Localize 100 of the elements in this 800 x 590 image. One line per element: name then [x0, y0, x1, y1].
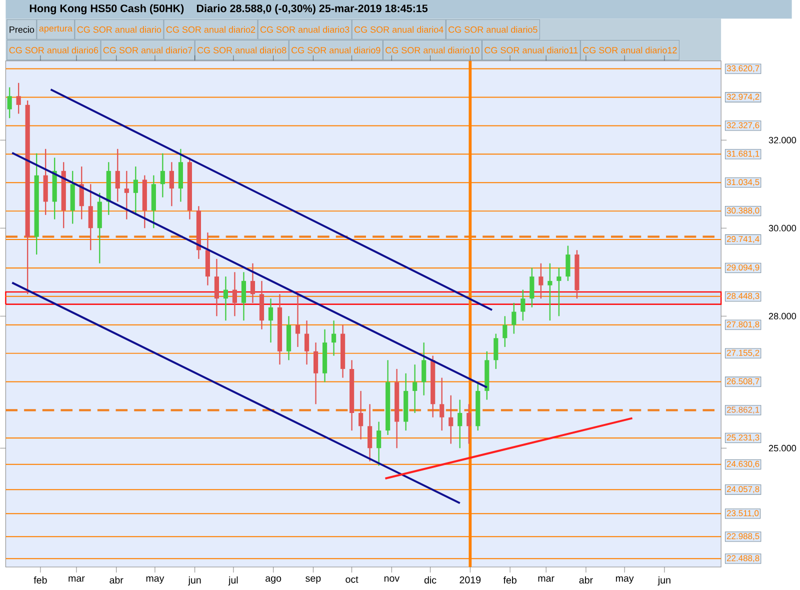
candlestick — [169, 162, 174, 207]
candlestick — [358, 390, 364, 440]
text: Precio — [10, 26, 34, 33]
x-tick-label: may — [146, 576, 164, 584]
candlestick — [430, 355, 436, 418]
x-tick-label: ago — [266, 576, 282, 584]
x-tick-label: feb — [503, 576, 516, 584]
candlestick — [223, 276, 228, 322]
x-tick-label: sep — [306, 576, 321, 584]
candlestick — [404, 372, 408, 432]
candlestick — [331, 320, 336, 357]
candlestick — [386, 360, 390, 436]
text: CG SOR anual diario4 — [354, 26, 444, 33]
candlestick — [520, 289, 526, 322]
candlestick — [160, 152, 165, 198]
x-tick-label: dic — [424, 576, 436, 584]
chart-title: Hong Kong HS50 Cash (50HK) — [30, 4, 184, 15]
candlestick — [548, 262, 552, 322]
candlestick — [458, 399, 462, 449]
x-tick-label: may — [616, 576, 634, 584]
candlestick — [440, 377, 444, 432]
y-tick-label: 25.000 — [768, 445, 796, 452]
x-tick-label: jun — [188, 576, 201, 586]
y-tick-label: 32.000 — [768, 137, 796, 144]
ref-line-label: 26.508,7 — [726, 378, 760, 386]
candlestick — [538, 262, 544, 300]
x-tick-label: oct — [346, 576, 358, 584]
ref-line-label: 30.388,0 — [726, 208, 760, 215]
candlestick — [313, 342, 318, 405]
candlestick — [97, 192, 102, 264]
ref-line-label: 22.488,8 — [726, 555, 760, 562]
text: CG SOR anual diario8 — [197, 47, 286, 54]
candlestick — [322, 328, 328, 383]
ref-line-label: 29.741,4 — [726, 236, 760, 244]
x-tick-label: jun — [658, 576, 670, 586]
text: CG SOR anual diario2 — [166, 26, 256, 33]
candlestick — [476, 382, 480, 432]
candlestick — [340, 324, 346, 379]
ref-line-label: 27.801,8 — [726, 322, 760, 329]
candlestick — [350, 360, 354, 432]
candlestick — [52, 157, 57, 220]
text: CG SOR anual diario11 — [484, 47, 578, 54]
candlestick — [286, 316, 292, 361]
text: apertura — [39, 26, 72, 34]
x-tick-label: jul — [228, 576, 238, 586]
x-tick-label: nov — [384, 576, 400, 582]
candlestick — [277, 294, 282, 366]
candlestick — [79, 166, 84, 220]
candlestick — [512, 302, 516, 335]
candlestick — [268, 298, 274, 344]
candlestick — [34, 152, 39, 256]
candlestick — [494, 333, 498, 370]
ref-line-label: 25.862,1 — [726, 406, 760, 414]
candlestick — [422, 342, 426, 396]
candlestick — [151, 174, 156, 229]
candlestick — [295, 294, 300, 348]
candlestick — [232, 272, 238, 317]
candlestick — [466, 404, 472, 445]
x-tick-label: abr — [579, 576, 593, 584]
candlestick — [566, 245, 570, 282]
text: CG SOR anual diario5 — [448, 26, 538, 33]
candlestick — [178, 148, 183, 203]
candlestick — [187, 157, 192, 220]
candlestick — [142, 174, 147, 229]
x-tick-label: abr — [110, 576, 124, 584]
y-tick-label: 30.000 — [768, 225, 796, 232]
ref-line-label: 23.511,0 — [726, 510, 759, 518]
candlestick — [574, 250, 580, 300]
ref-line-label: 25.231,3 — [726, 434, 760, 442]
text: CG SOR anual diario3 — [260, 26, 350, 33]
text: CG SOR anual diario6 — [9, 47, 98, 54]
ref-line-label: 28.448,3 — [726, 293, 760, 300]
candlestick — [61, 162, 66, 229]
candlestick — [376, 421, 382, 467]
ref-line-label: 31.034,5 — [726, 179, 760, 186]
candlestick — [124, 170, 129, 220]
candlestick — [502, 316, 508, 348]
text: CG SOR anual diario7 — [103, 47, 192, 54]
text: CG SOR anual diario10 — [386, 47, 480, 54]
x-tick-label: feb — [34, 576, 47, 584]
ref-line-label: 24.057,8 — [726, 486, 760, 494]
candlestick — [7, 86, 12, 119]
candlestick — [530, 267, 534, 308]
text: CG SOR anual diario9 — [292, 47, 380, 54]
text: CG SOR anual diario — [77, 26, 162, 33]
candlestick — [133, 166, 138, 216]
candlestick — [196, 206, 201, 260]
candlestick — [412, 364, 418, 414]
candlestick — [304, 320, 310, 366]
x-tick-label: 2019 — [460, 576, 481, 584]
candlestick — [205, 232, 210, 286]
x-tick-label: mar — [68, 576, 85, 582]
candlestick — [115, 148, 120, 203]
candlestick — [88, 184, 93, 251]
candlestick — [16, 82, 21, 115]
candlestick — [25, 100, 30, 295]
ref-line-label: 22.988,5 — [726, 533, 760, 540]
ref-line-label: 33.620,7 — [726, 66, 760, 73]
chart-subtitle: Diario 28.588,0 (-0,30%) 25-mar-2019 18:45:15 — [196, 4, 428, 15]
ref-line-label: 27.155,2 — [726, 350, 760, 358]
